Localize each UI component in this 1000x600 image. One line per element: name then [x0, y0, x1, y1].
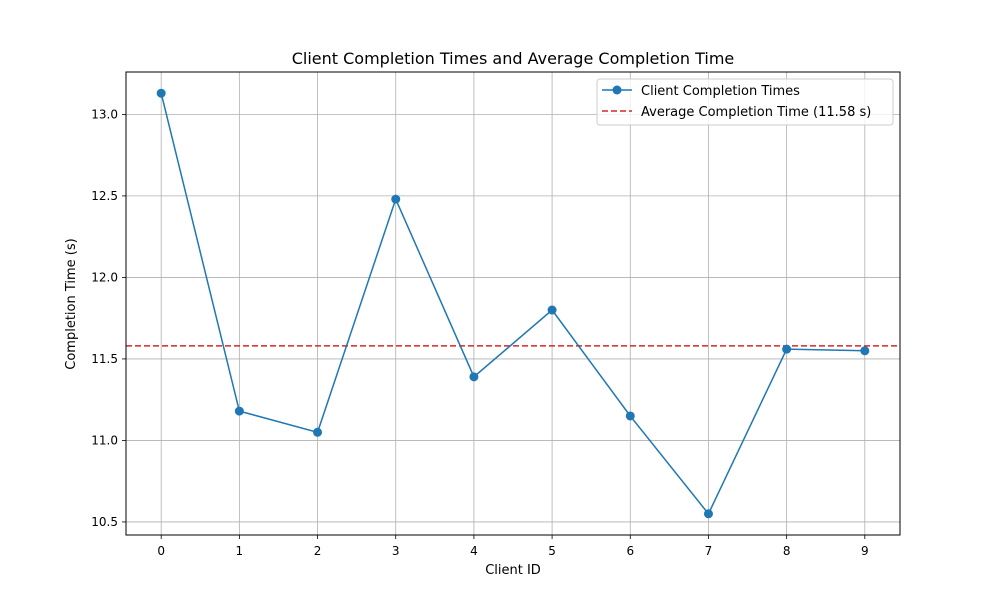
- y-axis-label: Completion Time (s): [64, 238, 79, 369]
- x-tick-label: 4: [470, 544, 478, 558]
- x-tick-label: 1: [236, 544, 244, 558]
- data-point: [391, 194, 401, 204]
- data-point: [156, 88, 166, 98]
- chart-title: Client Completion Times and Average Comp…: [292, 49, 735, 68]
- x-tick-label: 7: [705, 544, 713, 558]
- legend-series-marker: [612, 85, 622, 95]
- legend-series-label: Client Completion Times: [641, 84, 800, 99]
- grid: [126, 72, 900, 535]
- data-point: [234, 406, 244, 416]
- data-point: [625, 411, 635, 421]
- x-tick-label: 5: [548, 544, 556, 558]
- data-point: [782, 344, 792, 354]
- axis-ticks: 0 1 2 3 4 5 6 7 8 9 10.5 11.0 11.5 12.0 12.5 13.0: [91, 107, 868, 558]
- x-tick-label: 0: [157, 544, 165, 558]
- data-point: [703, 509, 713, 519]
- y-tick-label: 13.0: [91, 107, 118, 121]
- plot-frame: [125, 71, 901, 536]
- y-tick-label: 10.5: [91, 515, 118, 529]
- data-point: [547, 305, 557, 315]
- legend: Client Completion Times Average Completi…: [596, 78, 894, 126]
- y-tick-label: 12.0: [91, 270, 118, 284]
- data-point: [860, 346, 870, 356]
- legend-box: [596, 78, 894, 126]
- legend-average-label: Average Completion Time (11.58 s): [641, 105, 871, 120]
- x-tick-label: 9: [861, 544, 869, 558]
- series: [156, 88, 870, 519]
- y-tick-label: 11.5: [91, 352, 118, 366]
- y-tick-label: 12.5: [91, 189, 118, 203]
- series-line: [160, 93, 865, 516]
- data-point: [313, 427, 323, 437]
- x-tick-label: 6: [626, 544, 634, 558]
- x-axis-label: Client ID: [485, 563, 541, 578]
- x-tick-label: 2: [314, 544, 322, 558]
- x-tick-label: 3: [392, 544, 400, 558]
- data-point: [469, 372, 479, 382]
- y-tick-label: 11.0: [91, 433, 118, 447]
- x-tick-label: 8: [783, 544, 791, 558]
